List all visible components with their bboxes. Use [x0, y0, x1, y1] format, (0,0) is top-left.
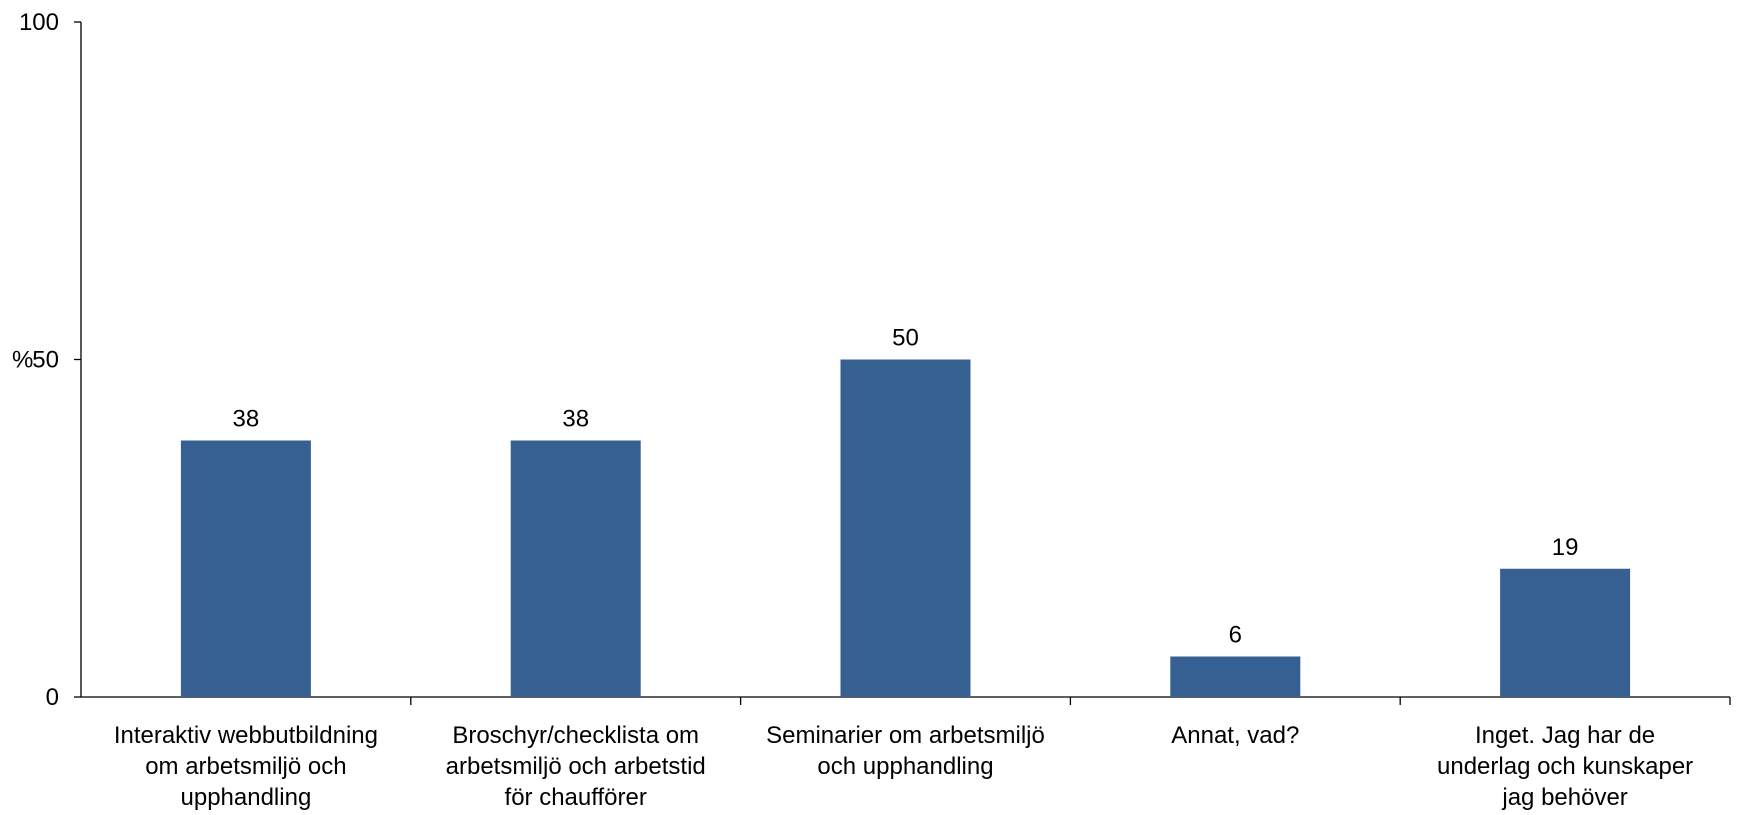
bar [1170, 656, 1301, 697]
x-tick-label: Broschyr/checklista om arbetsmiljö och ar… [446, 722, 706, 811]
data-label: 50 [892, 325, 919, 352]
x-tick-label: Annat, vad? [1171, 722, 1299, 749]
x-tick-label: Inget. Jag har de underlag och kunskaper j… [1437, 722, 1693, 811]
y-axis-label: % [12, 347, 33, 374]
axes: 0 50 100% [12, 9, 1731, 711]
data-label: 19 [1552, 534, 1579, 561]
data-label: 38 [233, 406, 260, 433]
y-tick-label: 0 [46, 684, 59, 711]
bar [510, 440, 641, 697]
data-label: 6 [1229, 622, 1242, 649]
bar [180, 440, 311, 697]
y-tick-label: 50 [32, 347, 59, 374]
labels: 38 Interaktiv webbutbildning om arbetsmilj… [114, 325, 1693, 812]
data-label: 38 [562, 406, 589, 433]
bars [180, 359, 1631, 697]
y-tick-label: 100 [19, 9, 59, 36]
x-tick-label: Interaktiv webbutbildning om arbetsmiljö … [114, 722, 378, 811]
bar [840, 359, 971, 697]
x-tick-label: Seminarier om arbetsmiljö och upphandling [766, 722, 1045, 780]
bar [1500, 568, 1631, 697]
